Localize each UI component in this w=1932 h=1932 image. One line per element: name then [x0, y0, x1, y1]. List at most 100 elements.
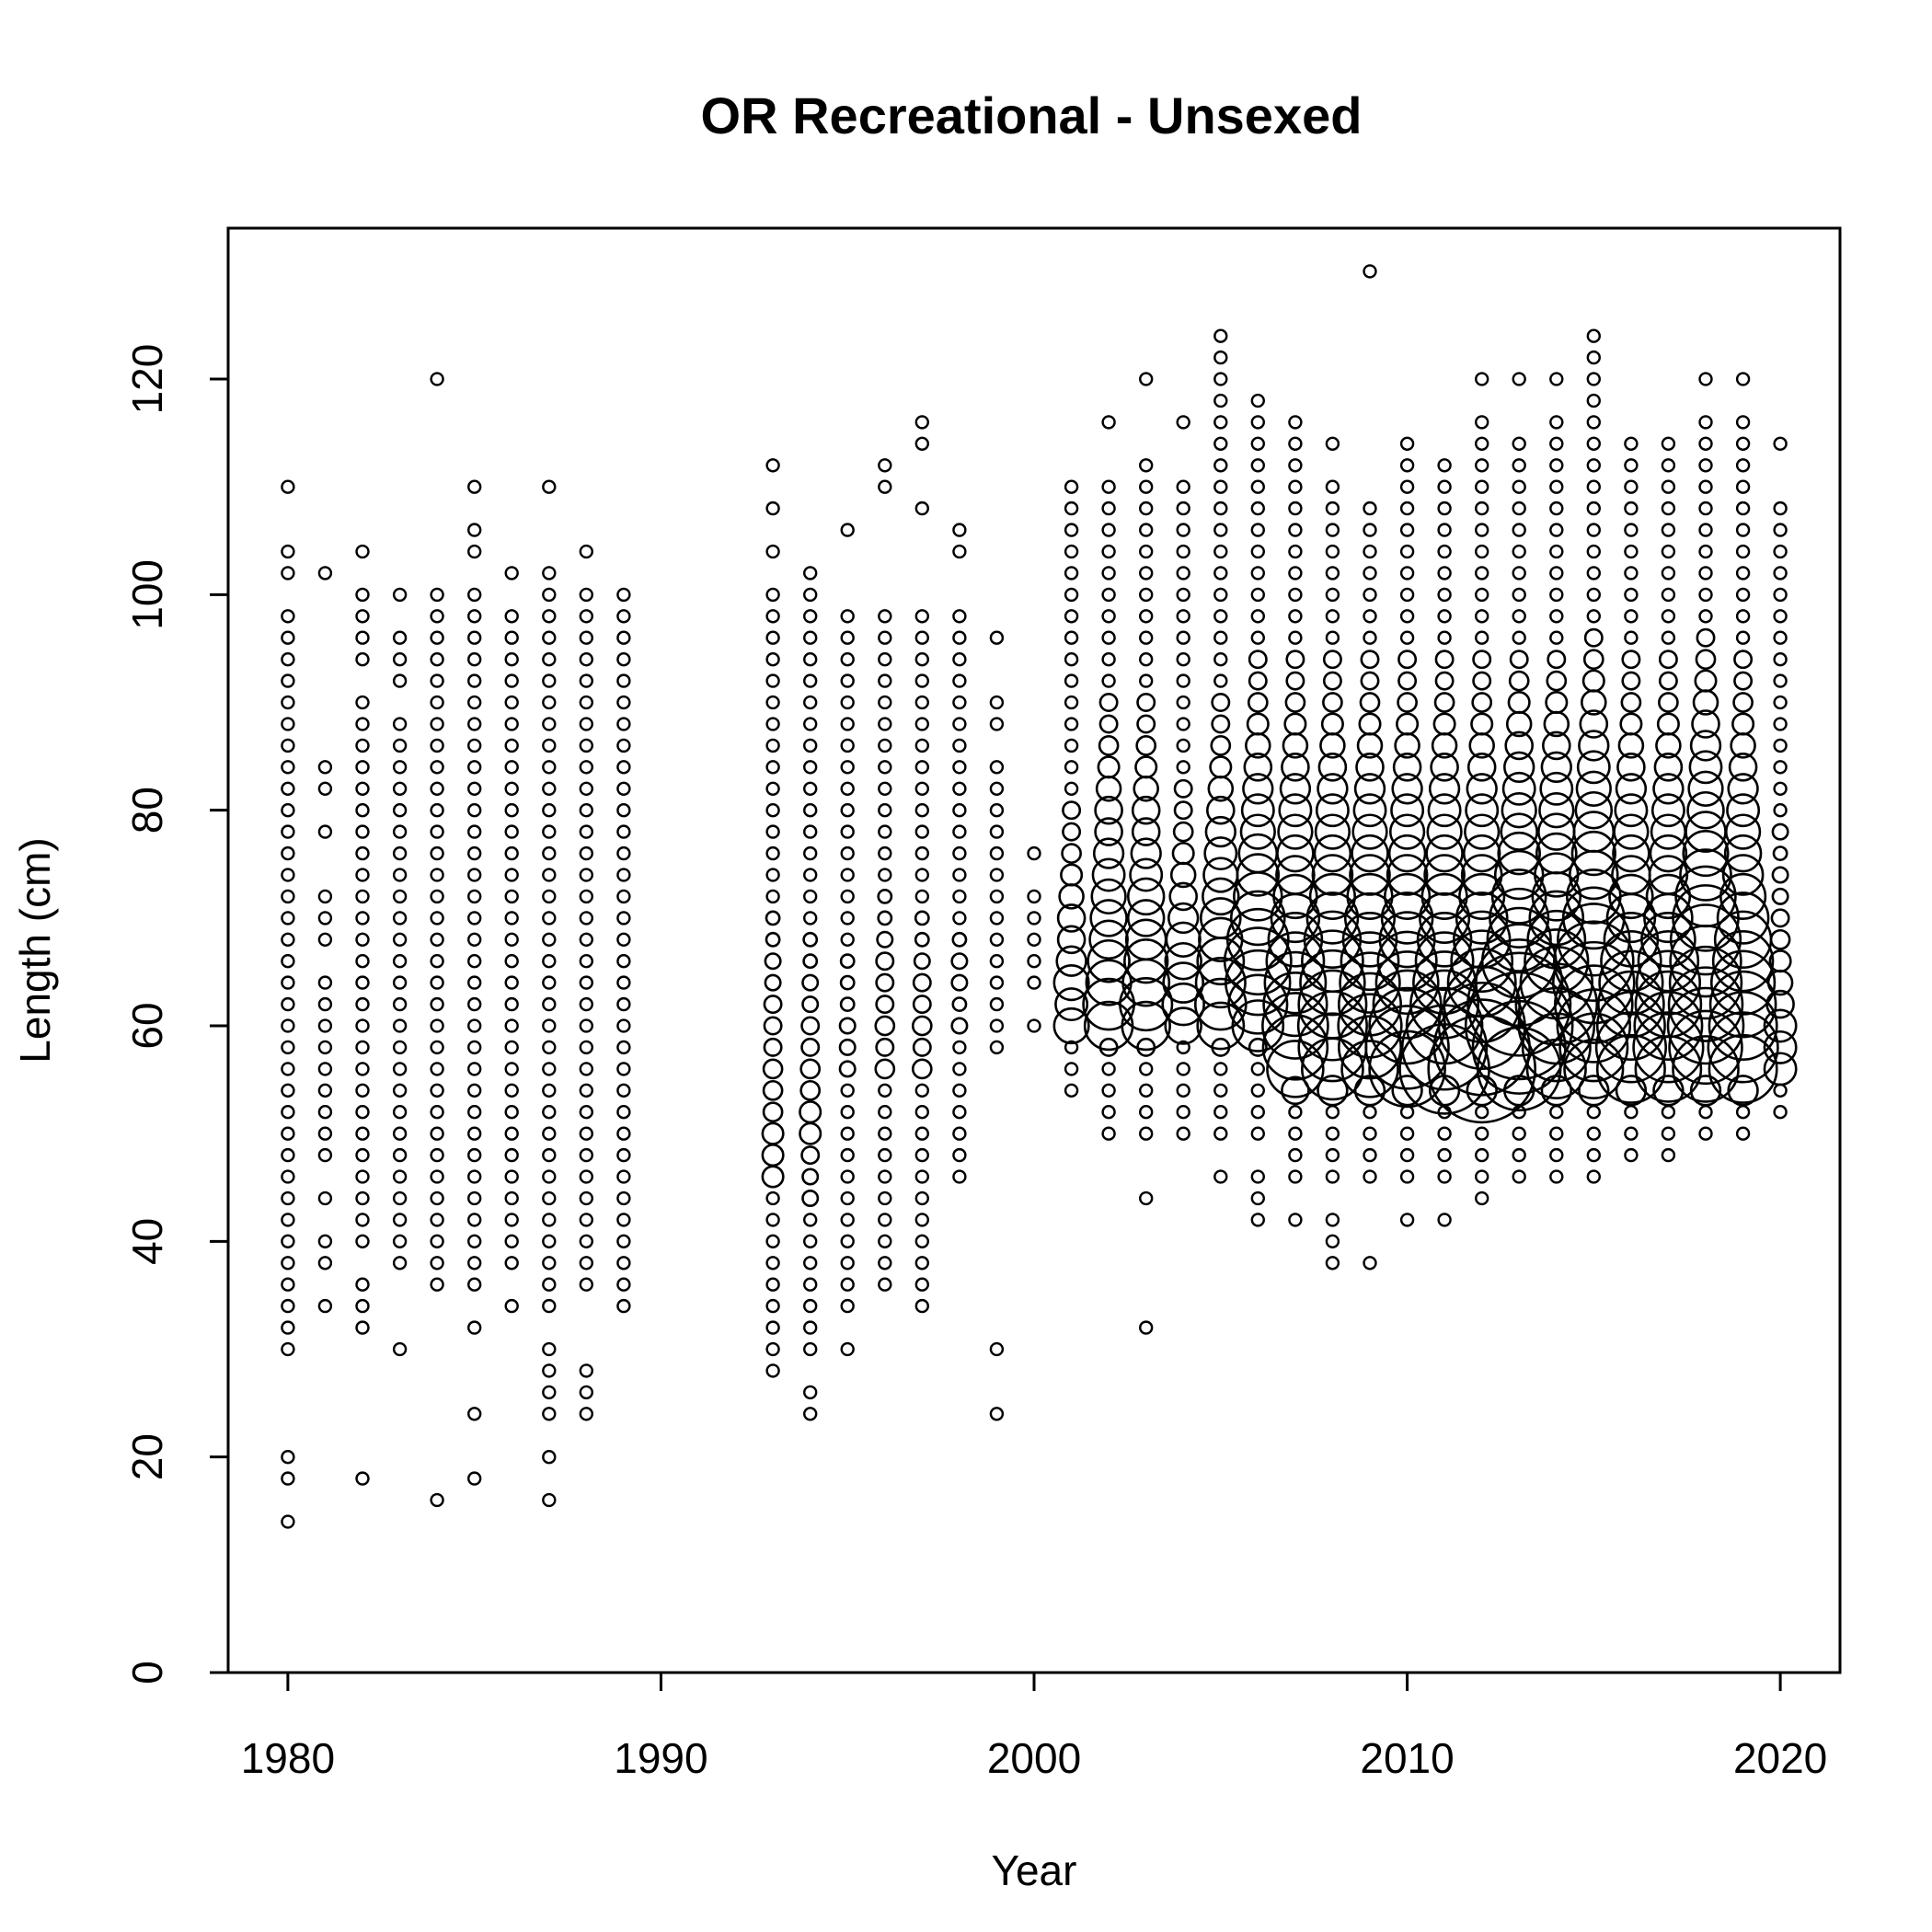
bubble-point	[1698, 372, 1713, 386]
bubble-point	[950, 973, 969, 992]
bubble-point	[317, 1126, 333, 1141]
bubble-point	[1288, 500, 1303, 516]
bubble-point	[952, 1147, 967, 1163]
bubble-point	[1549, 500, 1564, 516]
bubble-point	[1586, 479, 1601, 494]
bubble-point	[878, 609, 892, 624]
bubble-point	[542, 717, 557, 731]
bubble-point	[839, 974, 856, 991]
bubble-point	[1139, 1320, 1154, 1335]
bubble-point	[878, 652, 892, 667]
bubble-point	[392, 1234, 408, 1248]
bubble-point	[878, 695, 892, 710]
bubble-point	[1062, 800, 1082, 821]
bubble-point	[467, 1256, 482, 1271]
bubble-point	[1586, 372, 1601, 386]
bubble-point	[616, 932, 631, 947]
bubble-point	[430, 1147, 444, 1163]
bubble-point	[1364, 1005, 1450, 1090]
bubble-point	[430, 1234, 444, 1248]
chart-title: OR Recreational - Unsexed	[701, 86, 1363, 144]
bubble-point	[952, 1169, 967, 1184]
bubble-point	[1698, 523, 1713, 537]
bubble-point	[799, 1100, 822, 1124]
bubble-point	[1380, 891, 1434, 945]
bubble-point	[542, 824, 557, 839]
bubble-point	[1504, 730, 1534, 761]
bubble-point	[1735, 458, 1751, 473]
bubble-point	[1399, 436, 1415, 451]
bubble-point	[1176, 1040, 1190, 1055]
bubble-point	[317, 1040, 333, 1055]
bubble-point	[1637, 929, 1700, 993]
bubble-point	[878, 1213, 892, 1227]
bubble-point	[1139, 523, 1154, 537]
x-axis: 1980 1990 2000 2010 2020	[241, 1671, 1827, 1782]
bubble-point	[1586, 393, 1601, 408]
bubble-point	[1213, 1105, 1228, 1120]
bubble-point	[430, 738, 444, 753]
bubble-point	[1236, 853, 1281, 897]
bubble-point	[1616, 752, 1646, 782]
bubble-point	[1250, 587, 1265, 603]
bubble-point	[504, 911, 519, 926]
bubble-point	[616, 996, 631, 1012]
bubble-point	[1213, 479, 1228, 494]
bubble-point	[1368, 986, 1446, 1065]
bubble-point	[579, 803, 593, 818]
bubble-point	[281, 1105, 295, 1120]
bubble-point	[765, 781, 780, 796]
bubble-point	[1397, 671, 1418, 691]
bubble-point	[281, 738, 295, 753]
bubble-point	[1661, 523, 1676, 537]
bubble-point	[1732, 692, 1754, 713]
bubble-point	[1539, 771, 1574, 806]
bubble-point	[1139, 1083, 1154, 1098]
bubble-point	[1772, 845, 1788, 861]
bubble-point	[1437, 587, 1452, 603]
bubble-point	[616, 1126, 631, 1141]
bubble-point	[1250, 566, 1265, 581]
bubble-point	[281, 1018, 295, 1033]
bubble-point	[1773, 1105, 1788, 1120]
bubble-point	[281, 566, 295, 581]
bubble-point	[914, 1083, 929, 1098]
bubble-point	[1434, 671, 1455, 691]
bubble-point	[467, 1147, 482, 1163]
bubble-point	[1101, 630, 1116, 645]
bubble-point	[1624, 587, 1639, 603]
bubble-point	[1064, 652, 1079, 667]
x-tick-label: 1980	[241, 1734, 335, 1782]
bubble-point	[1064, 609, 1079, 624]
bubble-point	[1225, 907, 1290, 972]
y-tick-label: 60	[123, 1002, 171, 1049]
bubble-point	[1695, 649, 1717, 671]
bubble-point	[1139, 609, 1154, 624]
bubble-point	[1512, 544, 1526, 559]
bubble-point	[1199, 897, 1242, 939]
bubble-layer	[281, 264, 1798, 1529]
bubble-point	[1168, 881, 1198, 912]
bubble-point	[430, 1256, 444, 1271]
bubble-point	[1661, 436, 1676, 451]
bubble-point	[1512, 587, 1526, 603]
bubble-point	[803, 566, 818, 581]
bubble-point	[1288, 587, 1303, 603]
bubble-point	[1325, 479, 1340, 494]
bubble-point	[1325, 523, 1340, 537]
bubble-point	[913, 952, 931, 971]
bubble-point	[1283, 712, 1307, 736]
bubble-point	[392, 760, 408, 775]
bubble-point	[355, 1083, 370, 1098]
bubble-point	[317, 975, 333, 990]
bubble-point	[1139, 544, 1154, 559]
bubble-point	[281, 911, 295, 926]
bubble-point	[878, 803, 892, 818]
bubble-point	[1092, 837, 1125, 869]
bubble-point	[1719, 872, 1767, 920]
bubble-point	[1101, 1126, 1116, 1141]
bubble-point	[1250, 1213, 1265, 1227]
bubble-point	[840, 824, 855, 839]
bubble-point	[1349, 854, 1391, 896]
bubble-point	[1576, 750, 1611, 785]
